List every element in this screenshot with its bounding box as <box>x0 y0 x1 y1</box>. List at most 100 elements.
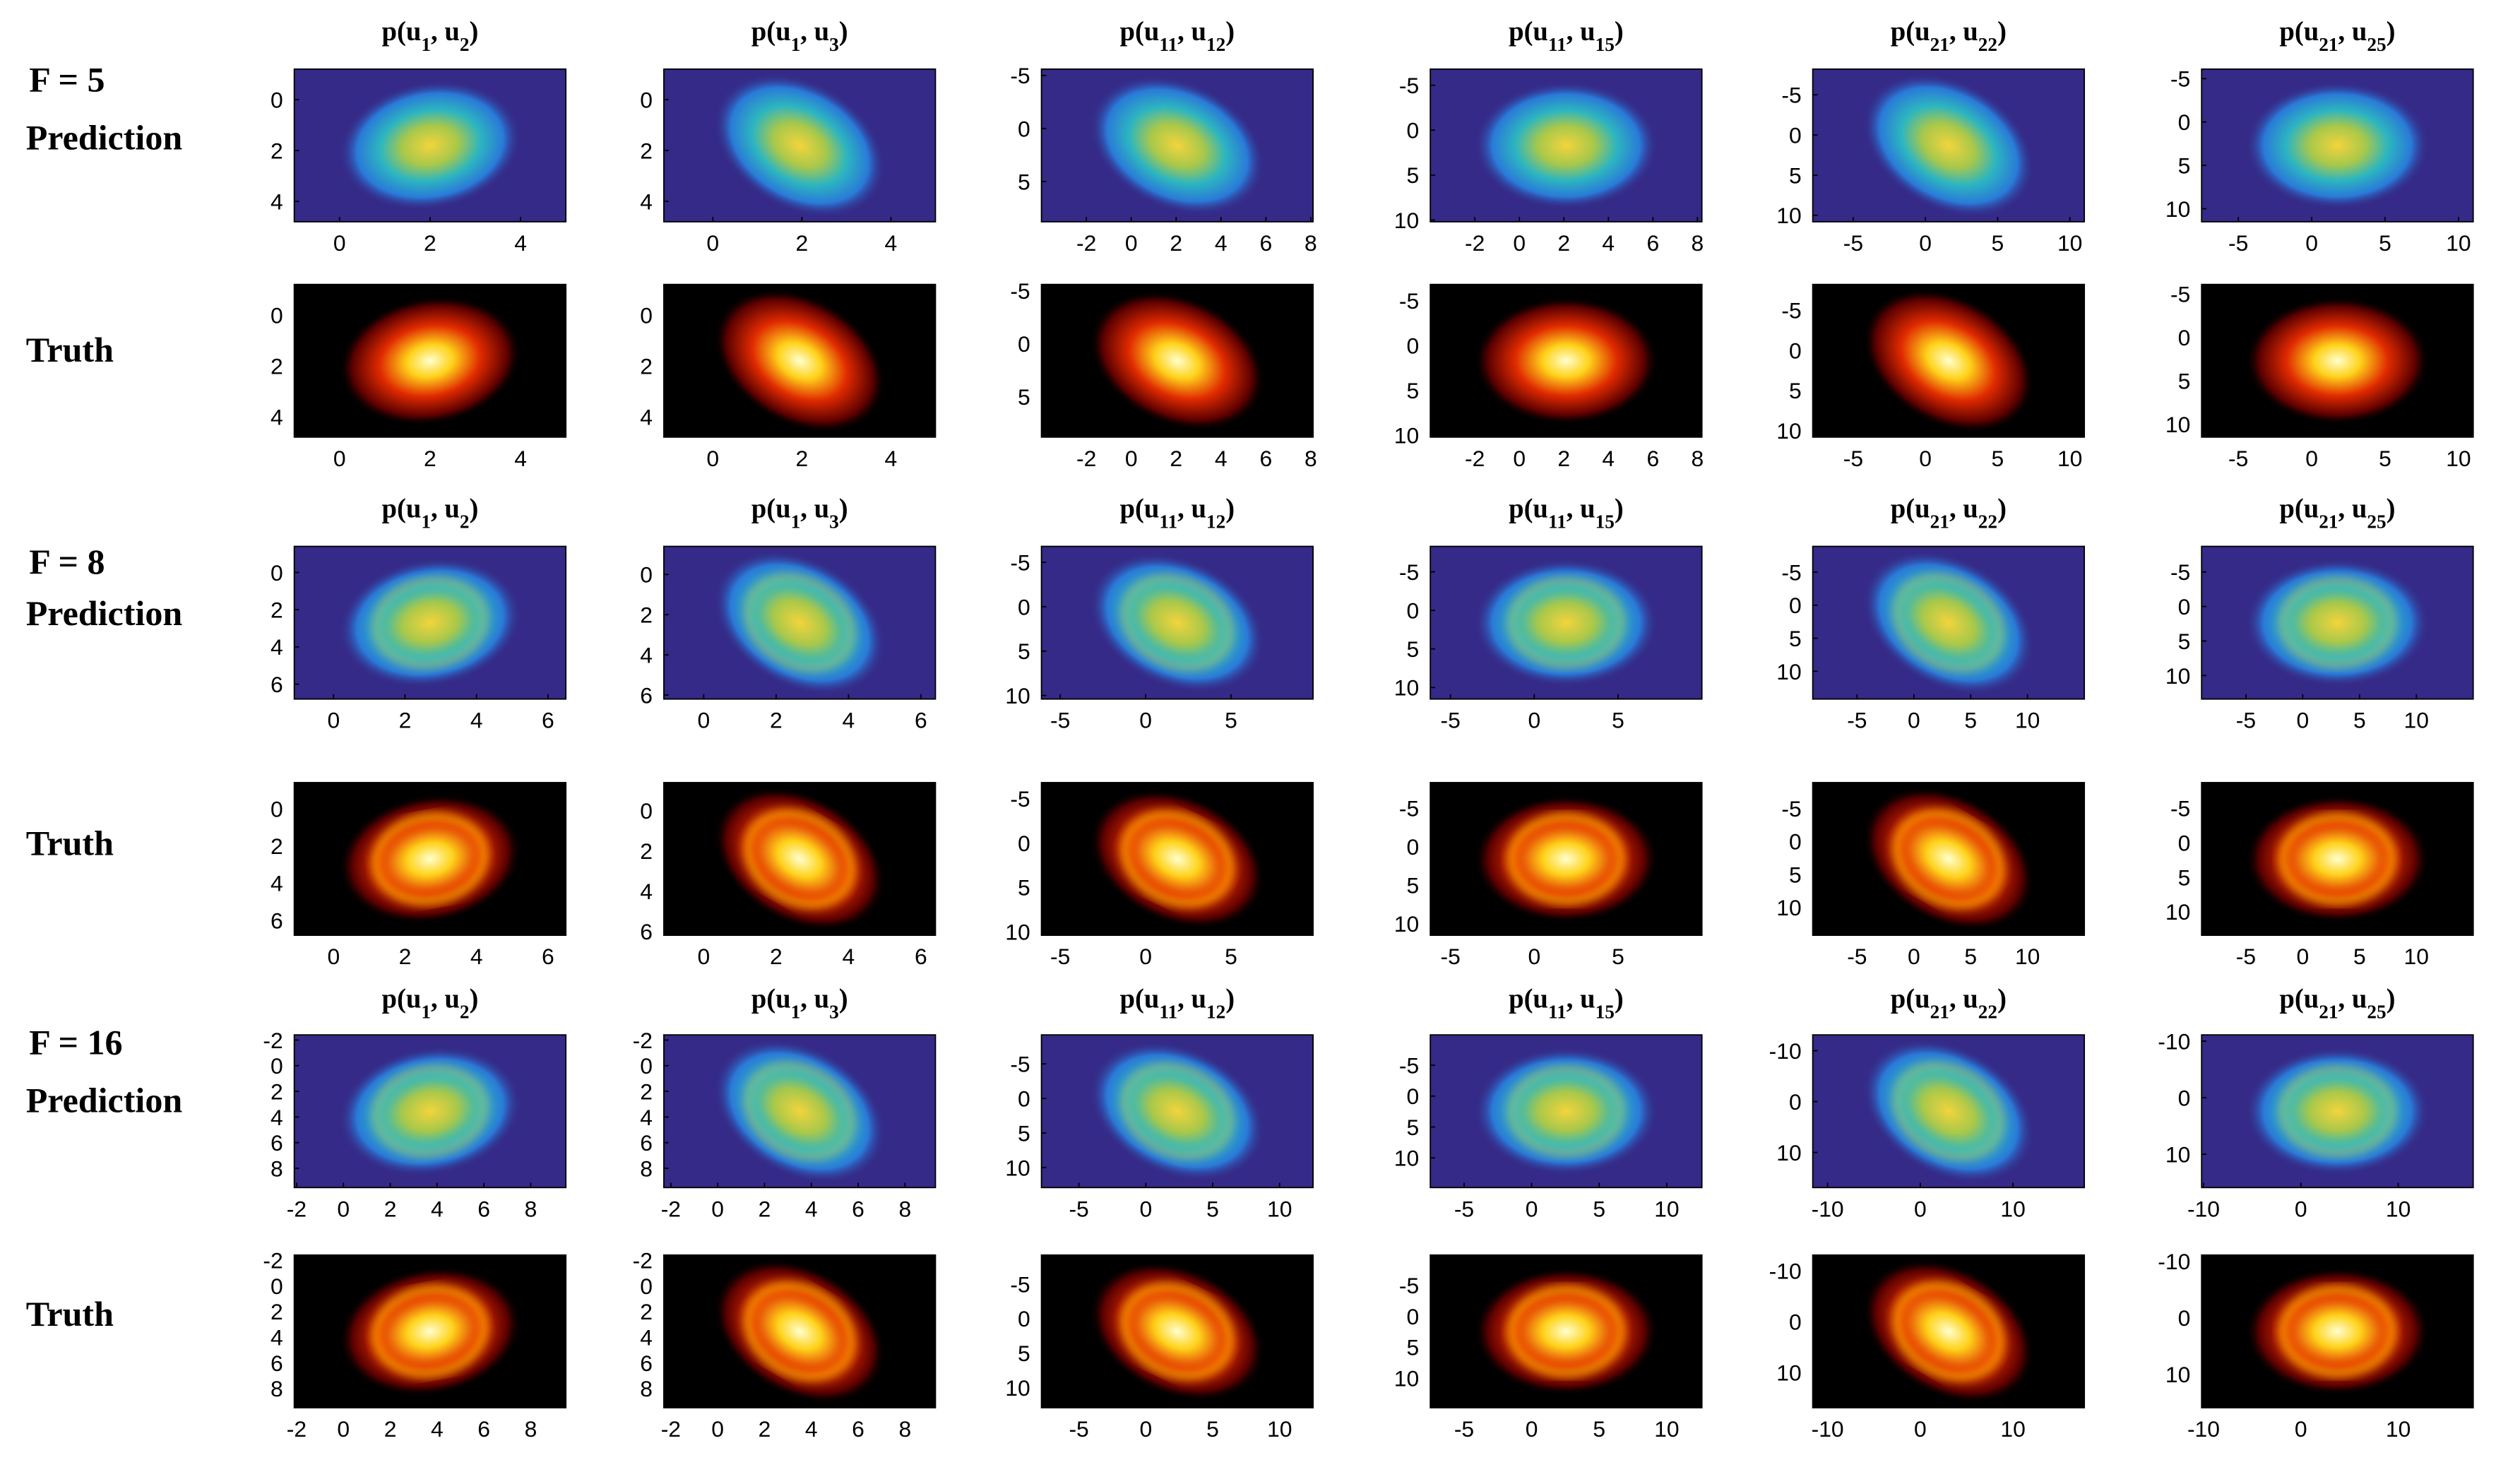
y-tick-label: 0 <box>1407 1084 1420 1109</box>
heatmap-panel <box>1041 782 1314 936</box>
density-blob <box>1473 296 1659 425</box>
axes-frame <box>1430 1254 1703 1408</box>
x-tick-label: 2 <box>759 1416 771 1442</box>
row-label: Truth <box>26 330 114 369</box>
x-tick-label: 10 <box>2015 708 2040 733</box>
x-tick-label: -5 <box>2236 708 2256 733</box>
x-tick-label: -2 <box>661 1416 681 1442</box>
heatmap-panel <box>663 782 936 936</box>
x-tick-label: 5 <box>2353 708 2366 733</box>
x-tick-label: 2 <box>770 708 783 733</box>
y-tick-label: 5 <box>1789 862 1802 887</box>
y-tick-label: -5 <box>1781 297 1801 323</box>
heatmap-panel <box>663 546 936 699</box>
panel-title: p(u1, u3) <box>751 17 848 55</box>
y-tick-label: 0 <box>2178 325 2191 350</box>
y-tick-label: 5 <box>2178 368 2191 393</box>
heatmap-panel <box>663 1035 936 1188</box>
x-tick-label: 2 <box>384 1416 397 1442</box>
y-tick-label: -5 <box>1010 63 1030 88</box>
axes-frame <box>1040 283 1314 438</box>
x-tick-label: 2 <box>424 446 436 471</box>
title-part: ) <box>1615 984 1624 1014</box>
y-tick-label: 8 <box>271 1376 283 1401</box>
axes-frame <box>1812 283 2086 438</box>
axes-frame <box>663 782 937 937</box>
x-tick-label: 0 <box>2297 944 2310 969</box>
y-tick-label: 6 <box>271 672 283 697</box>
x-tick-label: -5 <box>1454 1196 1474 1221</box>
x-tick-label: -2 <box>287 1416 307 1442</box>
axes-frame <box>1812 782 2086 937</box>
panel-title: p(u21, u22) <box>1891 984 2007 1022</box>
y-tick-label: 10 <box>2165 412 2190 437</box>
y-tick-label: 5 <box>1789 626 1802 651</box>
title-part: , u <box>800 494 829 524</box>
x-tick-label: 6 <box>1646 446 1659 471</box>
title-part: 12 <box>1206 511 1225 533</box>
x-tick-label: 6 <box>1259 230 1272 256</box>
title-part: p(u <box>1119 494 1159 524</box>
x-tick-label: 4 <box>1215 230 1228 256</box>
y-tick-label: 6 <box>640 1130 653 1156</box>
x-tick-label: 0 <box>337 1416 350 1442</box>
y-tick-label: 4 <box>271 634 283 660</box>
x-tick-label: 2 <box>795 230 808 256</box>
heatmap-panel <box>294 782 566 936</box>
heatmap-panel <box>1041 1035 1314 1188</box>
title-part: 3 <box>829 1001 839 1022</box>
density-ring <box>2280 1067 2395 1156</box>
x-tick-label: 10 <box>2404 708 2429 733</box>
x-tick-label: 2 <box>399 944 412 969</box>
title-part: ) <box>2387 17 2396 47</box>
y-tick-label: -5 <box>1010 1052 1030 1077</box>
y-tick-label: 4 <box>640 189 653 215</box>
title-part: ) <box>1615 494 1624 524</box>
heatmap-panel <box>1430 284 1702 437</box>
x-tick-label: 0 <box>333 446 346 471</box>
y-tick-label: 2 <box>640 603 653 628</box>
density-ring <box>744 809 855 908</box>
y-tick-label: -5 <box>1399 559 1419 585</box>
x-tick-label: 5 <box>1225 708 1237 733</box>
density-blob <box>338 793 522 925</box>
x-tick-label: 4 <box>431 1196 444 1221</box>
heatmap-panel <box>1812 546 2085 699</box>
x-tick-label: 2 <box>424 230 436 256</box>
x-tick-label: 6 <box>1646 230 1659 256</box>
title-part: 12 <box>1206 34 1225 55</box>
y-tick-label: 6 <box>640 1351 653 1376</box>
y-tick-label: 10 <box>1005 683 1030 708</box>
title-part: 2 <box>460 1001 470 1022</box>
x-tick-label: 4 <box>470 944 483 969</box>
x-tick-label: 0 <box>1526 1196 1538 1221</box>
x-tick-label: 6 <box>852 1196 864 1221</box>
x-tick-label: 5 <box>1593 1416 1605 1442</box>
x-tick-label: 6 <box>915 708 927 733</box>
x-tick-label: 10 <box>2404 944 2429 969</box>
axes-frame <box>663 545 937 700</box>
y-tick-label: 5 <box>1407 636 1420 662</box>
x-tick-label: 0 <box>2297 708 2310 733</box>
axes-frame <box>663 283 937 438</box>
density-blob <box>1862 288 2035 434</box>
title-part: p(u <box>2279 17 2319 47</box>
panel-title: p(u11, u15) <box>1509 17 1624 55</box>
x-tick-label: 10 <box>2446 446 2471 471</box>
y-tick-label: 10 <box>2165 1141 2190 1167</box>
title-part: ) <box>2387 984 2396 1014</box>
x-tick-label: 4 <box>514 230 527 256</box>
x-tick-label: 0 <box>1526 1416 1538 1442</box>
title-part: p(u <box>2279 984 2319 1014</box>
title-part: , u <box>1949 984 1978 1014</box>
x-tick-label: 4 <box>843 944 855 969</box>
x-tick-label: -5 <box>1454 1416 1474 1442</box>
panel-title: p(u21, u25) <box>2279 984 2395 1022</box>
title-part: ) <box>1615 17 1624 47</box>
title-part: p(u <box>1509 984 1548 1014</box>
x-tick-label: -5 <box>1050 708 1070 733</box>
x-tick-label: -5 <box>2228 230 2248 256</box>
y-tick-label: 0 <box>1789 593 1802 618</box>
x-tick-label: -2 <box>1076 230 1096 256</box>
